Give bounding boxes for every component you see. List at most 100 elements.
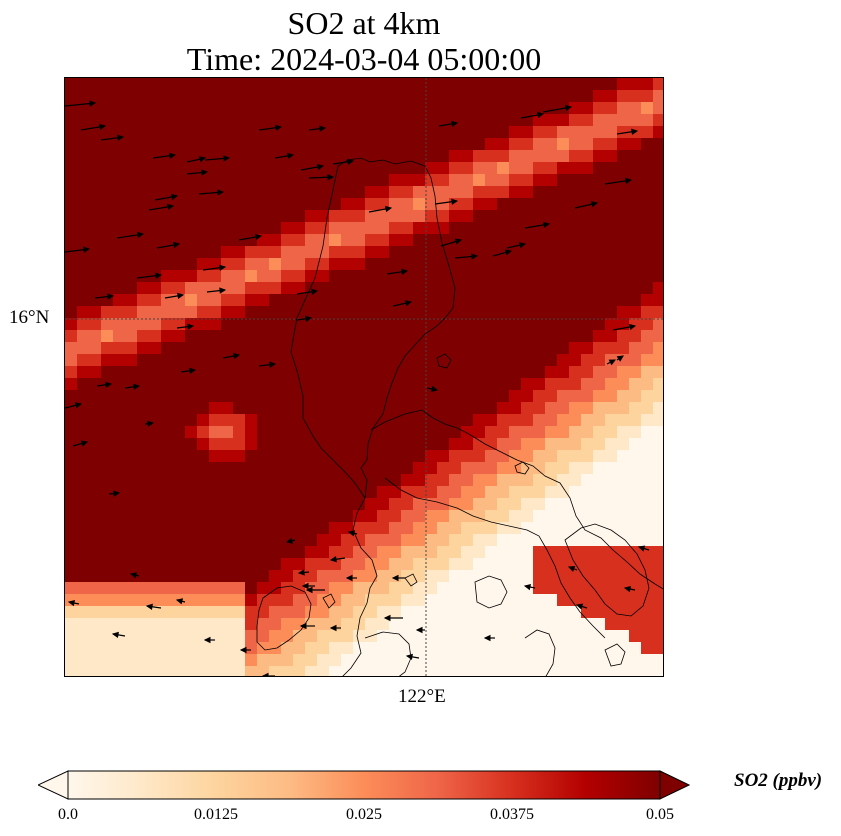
wind-vector-arrowhead — [145, 603, 153, 610]
map-title: SO2 at 4km — [287, 5, 441, 41]
wind-vector-arrowhead — [623, 585, 632, 593]
wind-vector-arrowhead — [637, 545, 646, 552]
wind-vector-arrowhead — [223, 155, 231, 162]
coastline-luzon — [337, 157, 456, 676]
colorbar-tick-0: 0.0 — [58, 806, 78, 823]
wind-vector-arrowhead — [147, 420, 155, 427]
wind-vector-arrowhead — [269, 361, 277, 368]
map-svg — [65, 78, 663, 676]
wind-vector-arrowhead — [631, 128, 639, 135]
wind-vector-arrowhead — [137, 231, 145, 238]
coastline-island-4 — [322, 593, 336, 609]
coastline-leyte — [524, 629, 556, 676]
wind-vector-arrowhead — [297, 569, 305, 576]
wind-vector-arrowhead — [430, 385, 439, 393]
coastline-island-3 — [604, 643, 626, 667]
colorbar-extend-low — [38, 770, 69, 800]
wind-vector-arrowhead — [113, 490, 121, 497]
wind-vector-arrowhead — [454, 238, 463, 245]
wind-vector-arrowhead — [80, 440, 89, 447]
wind-vector-arrowhead — [111, 631, 119, 639]
wind-vector-arrowhead — [117, 134, 125, 141]
wind-vector-arrowhead — [575, 603, 584, 610]
wind-vector-arrowhead — [483, 634, 491, 642]
coastline-southern-luzon — [370, 409, 663, 590]
colorbar-tick-2: 0.025 — [346, 806, 382, 823]
coastline-mindoro — [256, 585, 312, 651]
colorbar — [38, 770, 690, 800]
wind-vector-arrowhead — [155, 272, 163, 279]
wind-vector-arrowhead — [89, 100, 97, 107]
wind-vector-arrowhead — [629, 323, 637, 331]
wind-vector-arrowhead — [261, 672, 269, 676]
so2-concentration-field — [65, 78, 663, 676]
gridlines — [65, 78, 663, 676]
wind-vector-arrowhead — [347, 530, 356, 537]
wind-vector-arrowhead — [171, 193, 179, 201]
wind-vector-arrowhead — [329, 556, 337, 563]
wind-vector-arrowhead — [285, 537, 294, 544]
wind-vector-arrowhead — [608, 359, 617, 366]
map-subtitle-time: Time: 2024-03-04 05:00:00 — [186, 41, 542, 77]
wind-vector-arrowhead — [537, 111, 545, 119]
wind-vector-arrowhead — [203, 636, 211, 644]
colorbar-gradient — [67, 770, 661, 800]
wind-vector-arrowhead — [301, 582, 309, 590]
wind-vector-arrowhead — [255, 233, 263, 241]
coastline-island-2 — [514, 461, 530, 475]
colorbar-extend-high — [659, 770, 690, 800]
coastline-panay — [364, 631, 412, 676]
wind-vector-arrowhead — [233, 352, 241, 360]
wind-vector-arrowhead — [167, 203, 175, 211]
wind-vector-arrowhead — [169, 152, 177, 159]
wind-vector-arrowhead — [383, 614, 391, 622]
wind-vector-arrowhead — [74, 402, 83, 409]
wind-vector-arrowhead — [133, 383, 141, 390]
wind-vector-arrowhead — [616, 355, 624, 362]
wind-vector-arrowhead — [415, 626, 423, 634]
wind-vector-arrowhead — [329, 624, 337, 632]
coastline-island-1 — [436, 353, 452, 369]
wind-vector-arrowhead — [451, 120, 459, 128]
wind-vector-arrowhead — [177, 292, 185, 300]
wind-vector-arrowhead — [347, 158, 355, 165]
wind-vector-arrowhead — [391, 574, 399, 582]
wind-vector-arrowhead — [567, 565, 576, 572]
wind-vector-arrowhead — [543, 221, 551, 229]
wind-vector-arrowhead — [198, 156, 207, 163]
wind-vector-arrowhead — [107, 293, 115, 300]
wind-vector-arrowhead — [311, 288, 319, 295]
wind-vector-arrowhead — [319, 125, 327, 132]
colorbar-label: SO2 (ppbv) — [734, 770, 823, 791]
wind-vector-arrowhead — [385, 205, 393, 213]
wind-vector-arrowhead — [471, 253, 479, 260]
wind-vector-arrowhead — [590, 201, 599, 208]
coastline-layer — [256, 157, 663, 676]
wind-vector-arrowhead — [219, 287, 227, 294]
wind-vector-arrowhead — [187, 323, 195, 330]
wind-vector-arrowhead — [305, 315, 313, 322]
wind-vector-arrowhead — [129, 572, 138, 579]
wind-vector-arrowhead — [305, 586, 313, 594]
wind-vector-arrowhead — [189, 367, 197, 374]
wind-vector-arrowhead — [504, 249, 513, 256]
coastline-island-5 — [404, 573, 418, 587]
wind-vector-arrowhead — [275, 124, 283, 131]
colorbar-tick-3: 0.0375 — [490, 806, 534, 823]
wind-vector-arrowhead — [345, 574, 353, 582]
wind-vector-arrowhead — [317, 163, 325, 171]
wind-vector-arrowhead — [404, 300, 413, 307]
coastline-masbate — [474, 575, 508, 609]
wind-vector-arrowhead — [175, 598, 184, 605]
longitude-tick-label: 122°E — [398, 686, 446, 707]
wind-vector-arrowhead — [625, 177, 633, 184]
wind-vector-arrowhead — [327, 174, 335, 181]
coastline-luzon-west — [290, 165, 366, 499]
coastline-bicol — [384, 477, 606, 639]
map-panel — [64, 77, 664, 677]
wind-vector-arrowhead — [299, 622, 307, 630]
wind-vector-arrowhead — [239, 646, 247, 654]
wind-vector-arrowhead — [217, 189, 225, 196]
colorbar-tick-1: 0.0125 — [194, 806, 238, 823]
wind-vector-arrowhead — [99, 123, 107, 131]
